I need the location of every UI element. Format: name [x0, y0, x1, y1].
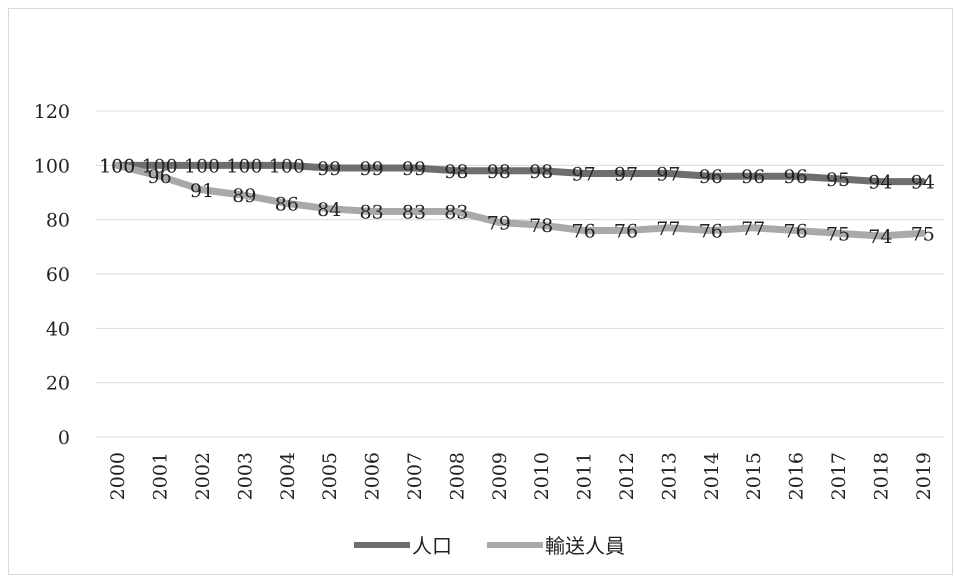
- x-tick-label: 2012: [616, 452, 638, 500]
- chart-frame: [8, 8, 953, 575]
- x-tick-label: 2009: [489, 452, 511, 500]
- data-label: 76: [784, 221, 808, 243]
- x-tick-label: 2011: [574, 452, 596, 500]
- x-tick-label: 2016: [786, 452, 808, 500]
- x-tick-label: 2015: [743, 452, 765, 500]
- data-label: 99: [402, 158, 426, 180]
- legend-label: 人口: [412, 534, 452, 558]
- data-label: 98: [529, 161, 553, 183]
- data-label: 76: [699, 221, 723, 243]
- data-label: 84: [317, 199, 341, 221]
- x-tick-label: 2005: [319, 452, 341, 500]
- y-tick-label: 80: [46, 210, 70, 232]
- x-tick-label: 2007: [404, 452, 426, 500]
- data-label: 86: [275, 193, 299, 215]
- data-label: 83: [402, 202, 426, 224]
- data-label: 79: [487, 212, 511, 234]
- data-label: 83: [444, 202, 468, 224]
- x-tick-label: 2014: [701, 452, 723, 500]
- series-line-population: [113, 161, 927, 186]
- data-label: 98: [444, 161, 468, 183]
- x-tick-label: 2006: [362, 452, 384, 500]
- data-label: 95: [826, 169, 850, 191]
- x-tick-label: 2003: [234, 452, 256, 500]
- data-label: 83: [360, 202, 384, 224]
- data-label: 77: [656, 218, 680, 240]
- data-label: 74: [868, 226, 892, 248]
- data-label: 94: [868, 172, 892, 194]
- data-label: 99: [317, 158, 341, 180]
- data-label: 97: [656, 163, 680, 185]
- series-line-passengers: [113, 161, 927, 240]
- data-label: 75: [911, 223, 935, 245]
- y-tick-label: 120: [34, 101, 70, 123]
- data-label: 76: [614, 221, 638, 243]
- data-label: 96: [699, 166, 723, 188]
- data-label: 97: [614, 163, 638, 185]
- data-label: 77: [741, 218, 765, 240]
- x-tick-label: 2000: [107, 452, 129, 500]
- data-label: 100: [184, 155, 220, 177]
- data-label: 100: [141, 155, 177, 177]
- data-label: 75: [826, 223, 850, 245]
- x-tick-label: 2019: [913, 452, 935, 500]
- data-label: 91: [190, 180, 214, 202]
- series-lines: [113, 161, 927, 240]
- data-label: 100: [269, 155, 305, 177]
- y-tick-label: 40: [46, 318, 70, 340]
- data-label: 99: [360, 158, 384, 180]
- data-label: 96: [148, 166, 172, 188]
- x-tick-label: 2008: [446, 452, 468, 500]
- x-tick-label: 2013: [658, 452, 680, 500]
- legend: 人口 輸送人員: [354, 534, 625, 558]
- x-tick-label: 2018: [870, 452, 892, 500]
- x-tick-label: 2004: [277, 452, 299, 500]
- data-label: 100: [99, 155, 135, 177]
- data-labels: 100 100 100 100 100 99 99 99 98 98 98 97 97 97 96 96 96 9…: [99, 155, 935, 248]
- y-tick-label: 100: [34, 155, 70, 177]
- y-tick-label: 20: [46, 373, 70, 395]
- data-label: 98: [487, 161, 511, 183]
- data-label: 94: [911, 172, 935, 194]
- data-label: 76: [572, 221, 596, 243]
- data-label: 96: [784, 166, 808, 188]
- x-tick-label: 2002: [192, 452, 214, 500]
- y-tick-label: 60: [46, 264, 70, 286]
- legend-label: 輸送人員: [545, 534, 625, 558]
- data-label: 97: [572, 163, 596, 185]
- x-tick-label: 2010: [531, 452, 553, 500]
- data-label: 100: [99, 155, 135, 177]
- data-label: 100: [226, 155, 262, 177]
- x-tick-label: 2001: [150, 452, 172, 500]
- gridlines: [96, 110, 944, 438]
- data-label: 78: [529, 215, 553, 237]
- data-label: 89: [232, 185, 256, 207]
- y-tick-label: 0: [58, 427, 70, 449]
- x-axis-ticks: 2000 2001 2002 2003 2004 2005 2006 2007 2008 2009…: [107, 452, 935, 500]
- y-axis-ticks: 0 20 40 60 80 100 120: [34, 101, 70, 449]
- x-tick-label: 2017: [828, 452, 850, 500]
- data-label: 96: [741, 166, 765, 188]
